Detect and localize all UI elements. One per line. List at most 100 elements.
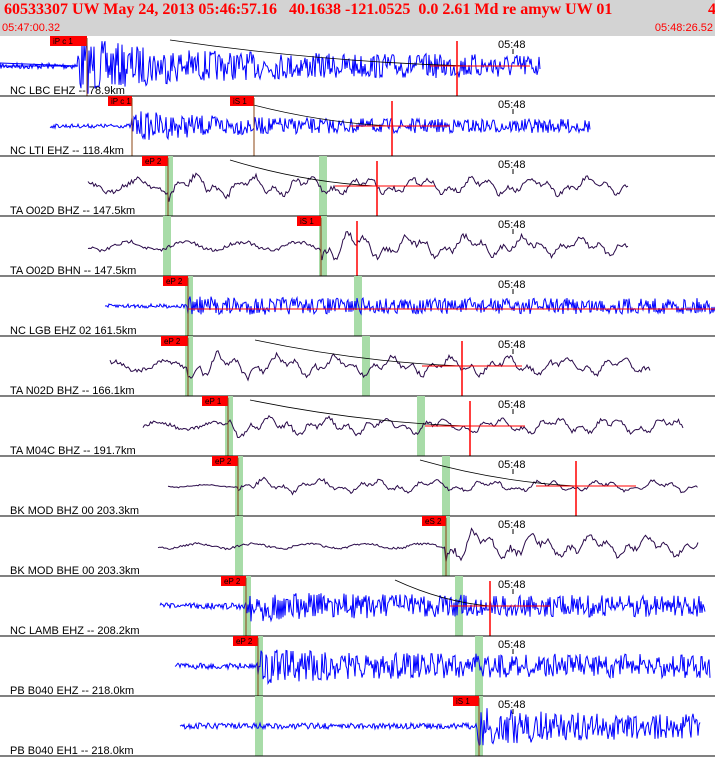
station-label: TA O02D BHZ -- 147.5km [10, 205, 135, 217]
pick-label: iS 1 [233, 97, 247, 106]
pick-box[interactable] [202, 396, 228, 406]
pick-label: eP 2 [224, 577, 241, 586]
pick-label: iP c 1 [53, 37, 73, 46]
phase-window [163, 216, 171, 276]
pick-label: iS 1 [300, 217, 314, 226]
time-tick-label: 05:48 [498, 339, 526, 351]
pick-box[interactable] [233, 636, 258, 646]
travel-time-curve [169, 39, 471, 67]
pick-box[interactable] [230, 96, 254, 106]
phase-window [442, 456, 450, 516]
trace-row[interactable]: eP 2 05:48 TA O02D BHZ -- 147.5km [0, 156, 715, 217]
trace-row[interactable]: iP c 1 iS 1 05:48 NC LTI EHZ -- 118.4km [0, 96, 715, 157]
station-label: TA M04C BHZ -- 191.7km [10, 445, 136, 457]
trace-row[interactable]: eP 2 05:48 PB B040 EHZ -- 218.0km [0, 636, 715, 697]
pick-box[interactable] [297, 216, 321, 226]
pick-flag[interactable]: eP 2 [161, 336, 189, 396]
travel-time-curve [249, 399, 466, 427]
pick-box[interactable] [453, 696, 479, 706]
waveform [159, 593, 706, 623]
station-label: NC LGB EHZ 02 161.5km [10, 325, 137, 337]
pick-label: iP c 1 [111, 97, 131, 106]
time-tick-label: 05:48 [498, 219, 526, 231]
phase-window [319, 156, 327, 216]
travel-time-curve [254, 339, 463, 367]
time-tick-label: 05:48 [498, 159, 526, 171]
time-tick-label: 05:48 [498, 519, 526, 531]
phase-window [354, 276, 362, 336]
phase-window [362, 336, 370, 396]
event-title: 60533307 UW May 24, 2013 05:46:57.16 40.… [4, 1, 715, 18]
pick-box[interactable] [221, 576, 246, 586]
trace-row[interactable]: eP 2 05:48 NC LAMB EHZ -- 208.2km [0, 576, 715, 637]
station-label: NC LBC EHZ -- 78.9km [10, 85, 125, 97]
pick-flag[interactable]: eP 1 [202, 396, 229, 456]
pick-label: eP 2 [145, 157, 162, 166]
pick-flag[interactable]: iS 1 [297, 216, 322, 276]
station-label: NC LTI EHZ -- 118.4km [10, 145, 124, 157]
station-label: TA N02D BHZ -- 166.1km [10, 385, 135, 397]
start-time: 05:47:00.32 [2, 22, 61, 34]
pick-box[interactable] [50, 36, 87, 46]
pick-box[interactable] [161, 336, 188, 346]
phase-window [225, 396, 233, 456]
trace-row[interactable]: eS 2 05:48 BK MOD BHE 00 203.3km [0, 516, 715, 577]
pick-label: eP 2 [164, 337, 181, 346]
travel-time-curve [229, 159, 376, 187]
time-tick-label: 05:48 [498, 99, 526, 111]
waveform [87, 172, 629, 202]
phase-window [417, 396, 425, 456]
travel-time-curve [394, 579, 491, 607]
trace-row[interactable]: eP 2 05:48 BK MOD BHZ 00 203.3km [0, 456, 715, 517]
waveform [157, 527, 699, 562]
time-tick-label: 05:48 [498, 39, 526, 51]
event-header: 60533307 UW May 24, 2013 05:46:57.16 40.… [0, 0, 715, 36]
time-tick-label: 05:48 [498, 459, 526, 471]
pick-box[interactable] [212, 456, 238, 466]
pick-flag[interactable]: eP 2 [142, 156, 169, 216]
phase-window [319, 216, 327, 276]
waveform [179, 708, 701, 748]
end-time: 05:48:26.52 [654, 22, 713, 34]
trace-row[interactable]: eP 2 05:48 TA N02D BHZ -- 166.1km [0, 336, 715, 397]
pick-box[interactable] [108, 96, 132, 106]
pick-flag[interactable]: eS 2 [422, 516, 447, 576]
pick-flag[interactable]: iS 1 [230, 96, 255, 156]
waveform [109, 350, 651, 382]
pick-flag[interactable]: eP 2 [233, 636, 259, 696]
waveform [49, 111, 591, 141]
phase-window [475, 636, 483, 696]
pick-label: iS 1 [456, 697, 470, 706]
phase-window [185, 336, 193, 396]
time-tick-label: 05:48 [498, 579, 526, 591]
trace-row[interactable]: iS 1 05:48 TA O02D BHN -- 147.5km [0, 216, 715, 277]
time-tick-label: 05:48 [498, 399, 526, 411]
waveform [104, 295, 715, 316]
pick-box[interactable] [142, 156, 168, 166]
waveform [167, 476, 698, 496]
pick-label: eP 1 [205, 397, 222, 406]
pick-flag[interactable]: eP 2 [212, 456, 239, 516]
waveform [87, 231, 629, 261]
trace-panel[interactable]: iP c 1 05:48 NC LBC EHZ -- 78.9km iP c 1 iS … [0, 36, 715, 758]
pick-box[interactable] [163, 276, 188, 286]
station-label: PB B040 EH1 -- 218.0km [10, 745, 134, 757]
trace-row[interactable]: eP 1 05:48 TA M04C BHZ -- 191.7km [0, 396, 715, 457]
phase-window [235, 456, 243, 516]
pick-flag[interactable]: eP 2 [163, 276, 189, 336]
time-tick-label: 05:48 [498, 279, 526, 291]
pick-flag[interactable]: eP 2 [221, 576, 247, 636]
trace-row[interactable]: iS 1 05:48 PB B040 EH1 -- 218.0km [0, 696, 715, 757]
phase-window [165, 156, 173, 216]
station-label: NC LAMB EHZ -- 208.2km [10, 625, 140, 637]
pick-flag[interactable]: iS 1 [453, 696, 480, 756]
time-tick-label: 05:48 [498, 699, 526, 711]
station-label: BK MOD BHE 00 203.3km [10, 565, 140, 577]
pick-label: eP 2 [236, 637, 253, 646]
trace-row[interactable]: iP c 1 05:48 NC LBC EHZ -- 78.9km [0, 36, 715, 97]
pick-flag[interactable]: iP c 1 [108, 96, 133, 156]
pick-flag[interactable]: iP c 1 [50, 36, 88, 96]
pick-box[interactable] [422, 516, 446, 526]
trace-row[interactable]: eP 2 05:48 NC LGB EHZ 02 161.5km [0, 276, 715, 337]
phase-window [243, 576, 251, 636]
